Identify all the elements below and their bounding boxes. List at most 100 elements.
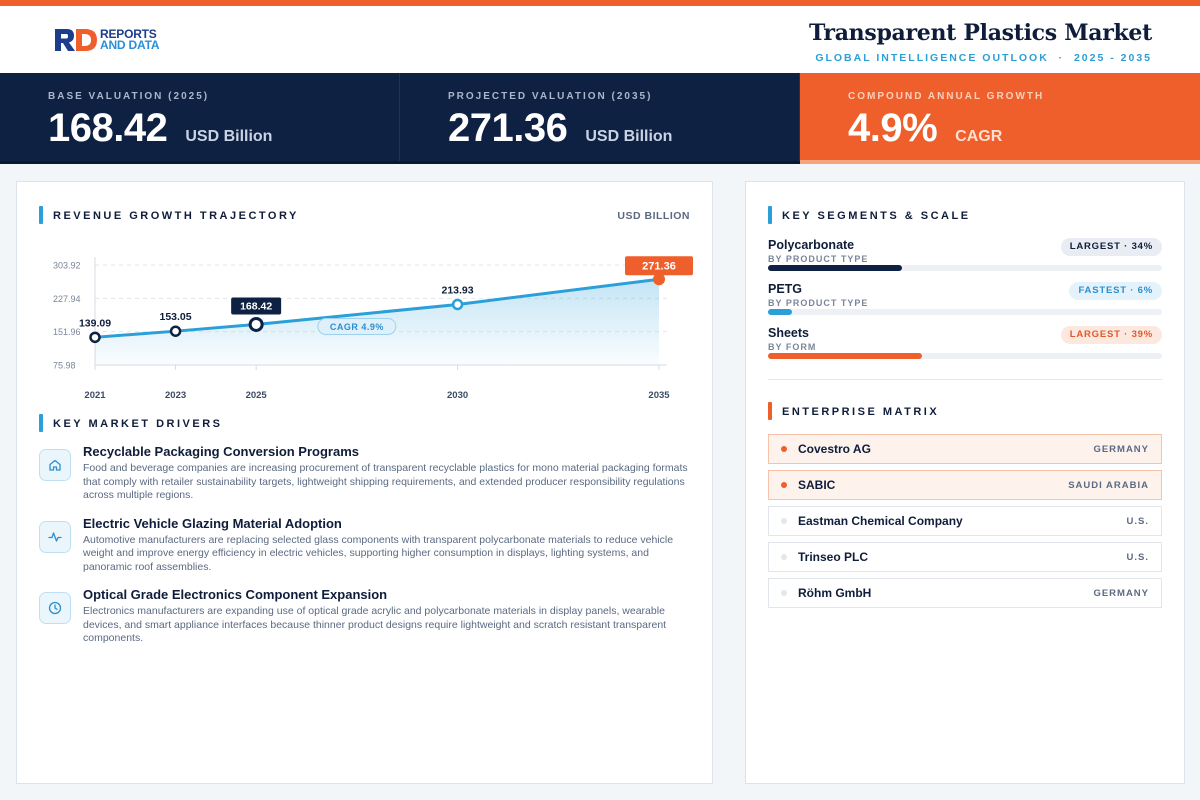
data-label-box <box>231 297 282 315</box>
y-tick-label: 227.94 <box>53 294 81 304</box>
segments-title: KEY SEGMENTS & SCALE <box>768 206 971 224</box>
y-tick-label: 303.92 <box>53 261 81 271</box>
company-name: Covestro AG <box>798 442 871 456</box>
company-name: SABIC <box>798 478 836 492</box>
drivers-title: KEY MARKET DRIVERS <box>39 414 222 432</box>
kpi-value: 4.9% <box>848 106 938 150</box>
segment-bar-fill <box>768 353 922 359</box>
section-divider <box>768 379 1162 380</box>
company-name: Trinseo PLC <box>798 550 869 564</box>
company-country: U.S. <box>1126 515 1149 527</box>
segment-badge: LARGEST · 39% <box>1060 326 1162 344</box>
trajectory-panel: REVENUE GROWTH TRAJECTORY USD BILLION 30… <box>16 181 713 784</box>
company-name: Eastman Chemical Company <box>798 514 963 528</box>
kpi-label: COMPOUND ANNUAL GROWTH <box>848 91 1045 102</box>
status-dot <box>781 590 787 596</box>
company-country: SAUDI ARABIA <box>1068 479 1149 491</box>
title-block: Transparent Plastics Market GLOBAL INTEL… <box>809 20 1152 64</box>
x-tick-label: 2023 <box>165 390 186 401</box>
driver-item: Optical Grade Electronics Component Expa… <box>39 587 694 646</box>
driver-description: Electronics manufacturers are expanding … <box>83 605 667 644</box>
segment-name: PETG <box>768 282 803 296</box>
data-label: 271.36 <box>642 260 676 272</box>
segment-bar-track <box>768 309 1162 315</box>
cagr-annotation-label: CAGR 4.9% <box>330 322 384 332</box>
brand-logo[interactable]: REPORTS AND DATA <box>54 27 159 53</box>
segment-category: BY PRODUCT TYPE <box>768 298 869 308</box>
logo-text: REPORTS AND DATA <box>100 27 160 52</box>
driver-title: Recyclable Packaging Conversion Programs <box>83 444 359 459</box>
x-tick-label: 2025 <box>246 390 268 401</box>
trajectory-title: REVENUE GROWTH TRAJECTORY <box>39 206 299 224</box>
segment-badge: LARGEST · 34% <box>1060 238 1162 256</box>
data-label: 213.93 <box>442 284 474 296</box>
data-label: 153.05 <box>160 311 192 323</box>
cagr-annotation-pill <box>317 317 397 335</box>
segment-badge: FASTEST · 6% <box>1069 282 1162 300</box>
status-dot <box>781 518 787 524</box>
enterprise-row[interactable]: Trinseo PLC U.S. <box>768 542 1162 572</box>
company-country: U.S. <box>1126 551 1149 563</box>
driver-description: Food and beverage companies are increasi… <box>83 462 688 501</box>
kpi-value: 168.42 <box>48 106 168 150</box>
enterprise-row[interactable]: Röhm GmbH GERMANY <box>768 578 1162 608</box>
header: REPORTS AND DATA Transparent Plastics Ma… <box>0 6 1200 73</box>
kpi-unit: USD Billion <box>185 128 273 145</box>
kpi-label: PROJECTED VALUATION (2035) <box>448 91 653 102</box>
revenue-line-chart: 303.92 227.94 151.96 75.98 2021 2023 2025 2030 2… <box>41 246 701 406</box>
kpi-row: BASE VALUATION (2025) 168.42 USD Billion… <box>0 73 1200 164</box>
x-tick-label: 2021 <box>84 390 106 401</box>
data-point <box>248 316 264 332</box>
kpi-cagr: COMPOUND ANNUAL GROWTH 4.9% CAGR <box>800 73 1200 164</box>
status-dot <box>781 554 787 560</box>
segment-category: BY PRODUCT TYPE <box>768 254 869 264</box>
kpi-unit: USD Billion <box>585 128 673 145</box>
segment-bar-track <box>768 353 1162 359</box>
kpi-value: 271.36 <box>448 106 568 150</box>
status-dot <box>781 482 787 488</box>
home-icon <box>39 449 71 481</box>
top-accent-bar <box>0 0 1200 6</box>
data-point <box>653 273 665 286</box>
status-dot <box>781 446 787 452</box>
logo-line-2: AND DATA <box>100 38 160 52</box>
chart-svg: 303.92 227.94 151.96 75.98 2021 2023 2025 2030 2… <box>53 256 693 401</box>
clock-icon <box>39 592 71 624</box>
data-label-box <box>625 256 693 276</box>
page-subtitle: GLOBAL INTELLIGENCE OUTLOOK · 2025 - 203… <box>815 52 1152 64</box>
kpi-unit: CAGR <box>955 128 1003 145</box>
segments-list: Polycarbonate BY PRODUCT TYPE LARGEST · … <box>768 238 1162 370</box>
data-point <box>89 331 101 344</box>
y-tick-label: 151.96 <box>53 327 81 337</box>
company-name: Röhm GmbH <box>798 586 872 600</box>
logo-line-1: REPORTS <box>100 27 157 41</box>
company-country: GERMANY <box>1093 587 1149 599</box>
logo-mark-icon <box>54 28 98 52</box>
enterprise-row[interactable]: Covestro AG GERMANY <box>768 434 1162 464</box>
data-point <box>169 325 182 337</box>
enterprise-title: ENTERPRISE MATRIX <box>768 402 939 420</box>
segment-name: Sheets <box>768 326 809 340</box>
enterprise-row[interactable]: Eastman Chemical Company U.S. <box>768 506 1162 536</box>
y-tick-label: 75.98 <box>53 361 76 371</box>
driver-title: Electric Vehicle Glazing Material Adopti… <box>83 515 342 531</box>
segment-name: Polycarbonate <box>768 238 855 252</box>
kpi-label: BASE VALUATION (2025) <box>48 91 210 102</box>
kpi-base-valuation: BASE VALUATION (2025) 168.42 USD Billion <box>0 73 400 164</box>
segments-panel: KEY SEGMENTS & SCALE Polycarbonate BY PR… <box>745 181 1185 784</box>
x-tick-label: 2030 <box>447 390 468 401</box>
segment-bar-fill <box>768 265 902 271</box>
page-title: Transparent Plastics Market <box>808 20 1152 46</box>
segment-petg: PETG BY PRODUCT TYPE FASTEST · 6% <box>768 282 1162 326</box>
enterprise-list: Covestro AG GERMANY SABIC SAUDI ARABIA E… <box>768 434 1162 614</box>
segment-category: BY FORM <box>768 342 817 352</box>
enterprise-row[interactable]: SABIC SAUDI ARABIA <box>768 470 1162 500</box>
driver-item: Recyclable Packaging Conversion Programs… <box>39 444 694 503</box>
segment-bar-fill <box>768 309 792 315</box>
x-tick-label: 2035 <box>648 390 670 401</box>
driver-title: Optical Grade Electronics Component Expa… <box>83 587 388 602</box>
driver-description: Automotive manufacturers are replacing s… <box>83 533 674 573</box>
data-label: 139.09 <box>79 317 111 329</box>
data-label: 168.42 <box>240 300 272 312</box>
kpi-projected-valuation: PROJECTED VALUATION (2035) 271.36 USD Bi… <box>400 73 800 164</box>
